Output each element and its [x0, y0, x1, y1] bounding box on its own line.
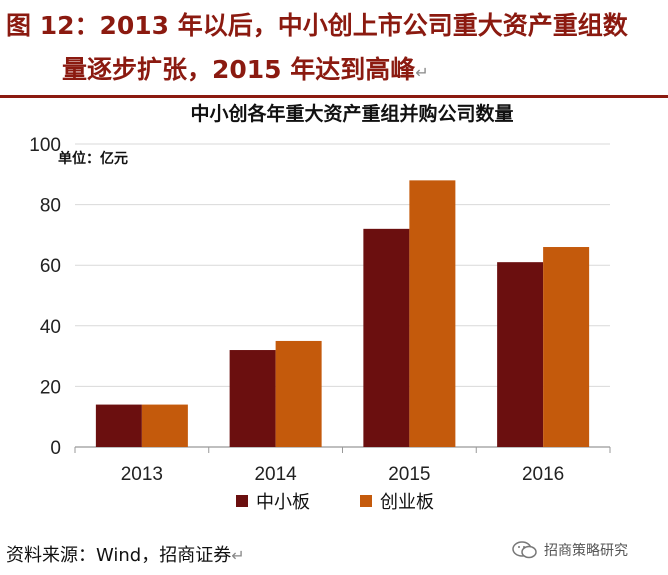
legend-swatch-chinext	[360, 495, 372, 507]
legend-item-chinext: 创业板	[360, 488, 434, 514]
watermark: 招商策略研究	[512, 540, 628, 560]
x-tick-label: 2016	[522, 464, 564, 485]
bar-small-medium-board-2015	[363, 228, 410, 447]
bar-small-medium-board-2014	[229, 350, 276, 447]
bar-chinext-2013	[141, 404, 188, 447]
bar-small-medium-board-2016	[497, 262, 544, 447]
legend-label-chinext: 创业板	[380, 492, 434, 513]
paragraph-mark-icon: ↵	[231, 546, 245, 565]
wechat-icon	[512, 541, 537, 559]
legend-item-small-medium-board: 中小板	[236, 488, 310, 514]
y-axis-ticks: 0 20 40 60 80 100	[29, 135, 61, 459]
figure-heading-text-2: 量逐步扩张，2015 年达到高峰	[62, 55, 416, 84]
paragraph-mark-icon: ↵	[415, 63, 429, 82]
x-tick-label: 2014	[254, 464, 297, 485]
y-tick-label: 80	[40, 196, 61, 217]
bar-chinext-2014	[275, 340, 322, 447]
y-tick-label: 40	[40, 317, 61, 338]
x-axis-ticks: 2013 2014 2015 2016	[74, 447, 611, 485]
bars	[95, 180, 590, 448]
figure-heading-line-2: 量逐步扩张，2015 年达到高峰↵	[62, 50, 429, 86]
figure-heading-line-1: 图 12：2013 年以后，中小创上市公司重大资产重组数	[6, 6, 628, 42]
legend-label-small-medium-board: 中小板	[256, 492, 310, 513]
bar-small-medium-board-2013	[95, 404, 142, 447]
figure-heading-text-1: 图 12：2013 年以后，中小创上市公司重大资产重组数	[6, 11, 628, 40]
bar-chinext-2015	[409, 180, 456, 448]
y-tick-label: 100	[29, 135, 61, 156]
unit-label: 单位：亿元	[58, 151, 128, 167]
watermark-text: 招商策略研究	[544, 543, 628, 559]
source-text: 资料来源：Wind，招商证券	[6, 545, 232, 566]
source-note: 资料来源：Wind，招商证券↵	[6, 541, 245, 567]
y-tick-label: 20	[40, 377, 61, 398]
heading-rule	[0, 95, 668, 98]
y-tick-label: 60	[40, 256, 61, 277]
gridlines	[75, 143, 610, 448]
bar-chinext-2016	[543, 247, 590, 447]
chart-title: 中小创各年重大资产重组并购公司数量	[190, 102, 513, 125]
x-tick-label: 2013	[121, 464, 163, 485]
legend-swatch-small-medium-board	[236, 495, 248, 507]
y-tick-label: 0	[50, 438, 61, 459]
x-tick-label: 2015	[388, 464, 430, 485]
